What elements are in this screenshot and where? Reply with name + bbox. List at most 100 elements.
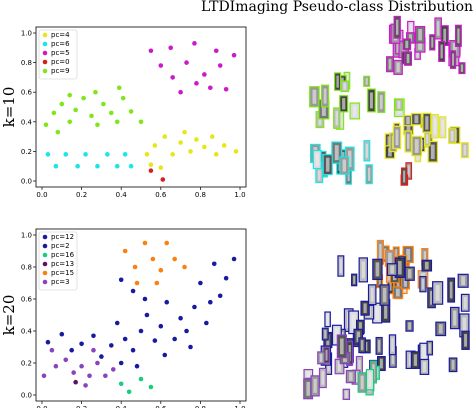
data-point-pc-15 (132, 264, 138, 270)
thumbnail-figure (325, 349, 328, 361)
data-point-pc-13 (73, 379, 78, 385)
data-point-pc-12 (208, 299, 213, 305)
x-tick-label: 0.8 (195, 405, 206, 408)
thumbnail-figure (384, 302, 388, 319)
thumbnail-figure (361, 261, 365, 279)
thumbnail-figure (365, 143, 368, 158)
thumbnail-figure (463, 296, 467, 309)
data-point-pc-9 (81, 95, 86, 101)
data-point-pc-9 (51, 110, 57, 116)
data-point-pc-9 (43, 122, 49, 128)
legend-label: pc=2 (51, 242, 70, 250)
thumbnail-figure (461, 276, 466, 286)
thumbnail-figure (407, 269, 412, 279)
thumbnail-figure (319, 353, 323, 362)
data-point-pc-4 (144, 152, 150, 157)
data-point-pc-12 (158, 323, 164, 329)
y-tick-label: 0.6 (21, 89, 33, 97)
x-tick-label: 0.0 (36, 191, 47, 199)
thumbnail-figure (451, 360, 455, 370)
thumbnail-panel-k20 (303, 239, 470, 400)
data-point-pc-9 (67, 92, 73, 98)
thumbnail-figure (342, 98, 346, 110)
data-point-pc-4 (182, 129, 187, 135)
thumbnail-figure (441, 120, 444, 135)
thumbnail-figure (407, 165, 410, 177)
thumbnail-figure (378, 276, 381, 286)
row-label: k=10 (0, 87, 18, 128)
thumbnail-figure (403, 170, 406, 183)
data-point-pc-3 (91, 347, 96, 353)
data-point-pc-6 (105, 152, 110, 157)
data-point-pc-15 (172, 256, 177, 262)
data-point-pc-12 (118, 277, 124, 283)
data-point-pc-9 (89, 113, 94, 119)
thumbnail-figure (423, 251, 427, 263)
data-point-pc-9 (59, 101, 65, 107)
data-point-pc-9 (109, 110, 114, 116)
data-point-pc-3 (87, 373, 92, 379)
x-tick-label: 0.2 (76, 405, 87, 408)
data-point-pc-15 (122, 248, 128, 254)
thumbnail-figure (453, 310, 457, 326)
thumbnail-figure (353, 275, 356, 284)
data-point-pc-3 (53, 363, 59, 369)
data-point-pc-9 (101, 101, 106, 107)
x-tick-label: 0.2 (76, 191, 87, 199)
thumbnail-figure (421, 139, 424, 150)
thumbnail-figure (368, 372, 372, 387)
data-point-pc-12 (142, 296, 148, 302)
y-tick-label: 0.2 (21, 360, 32, 368)
thumbnail-figure (397, 100, 401, 109)
thumbnail-figure (391, 349, 395, 365)
scatter-panel-k20: k=20 0.0 0.2 0.4 0.6 0.8 1.0 0.0 0.2 0.4 0.6 0.8 1.0… (0, 228, 247, 408)
thumbnail-figure (379, 358, 383, 369)
thumbnail-figure (440, 44, 443, 59)
data-point-pc-12 (130, 288, 136, 294)
thumbnail-figure (450, 130, 454, 141)
x-tick-label: 0.4 (116, 405, 128, 408)
thumbnail-figure (375, 262, 380, 277)
x-tick-label: 0.6 (155, 191, 167, 199)
data-point-pc-9 (120, 95, 126, 101)
data-point-pc-12 (134, 363, 140, 369)
thumbnail-figure (418, 28, 422, 41)
data-point-pc-5 (223, 86, 229, 92)
data-point-pc-9 (116, 85, 122, 91)
thumbnail-figure (414, 139, 419, 153)
data-point-pc-6 (114, 163, 120, 169)
thumbnail-figure (365, 77, 368, 85)
thumbnail-figure (426, 134, 429, 144)
y-tick-label: 1.0 (21, 232, 32, 240)
thumbnail-figure (326, 314, 329, 325)
legend-box (38, 29, 78, 80)
data-point-pc-12 (114, 320, 120, 326)
thumbnail-figure (324, 329, 327, 339)
data-point-pc-0 (148, 168, 154, 173)
data-point-pc-0 (160, 177, 166, 182)
data-point-pc-12 (99, 354, 104, 359)
legend-marker (42, 243, 48, 249)
data-point-pc-6 (83, 152, 88, 157)
data-point-pc-9 (138, 119, 144, 125)
data-point-pc-9 (73, 107, 78, 113)
thumbnail-figure (317, 170, 321, 181)
thumbnail-figure (389, 276, 392, 291)
data-point-pc-15 (150, 256, 156, 262)
data-point-pc-4 (233, 149, 239, 154)
thumbnail-figure (388, 252, 392, 264)
data-point-pc-12 (231, 256, 237, 262)
data-point-pc-3 (49, 347, 55, 353)
thumbnail-figure (382, 287, 387, 303)
data-point-pc-12 (122, 336, 128, 342)
thumbnail-figure (354, 372, 358, 383)
thumbnail-figure (406, 248, 411, 261)
legend-marker (42, 279, 48, 285)
figure-title: LTDImaging Pseudo-class Distribution (201, 0, 473, 15)
thumbnail-figure (405, 40, 409, 49)
data-point-pc-3 (41, 373, 47, 379)
thumbnail-panel-k10 (309, 15, 469, 186)
y-tick-label: 1.0 (21, 30, 32, 38)
data-point-pc-6 (53, 163, 59, 169)
